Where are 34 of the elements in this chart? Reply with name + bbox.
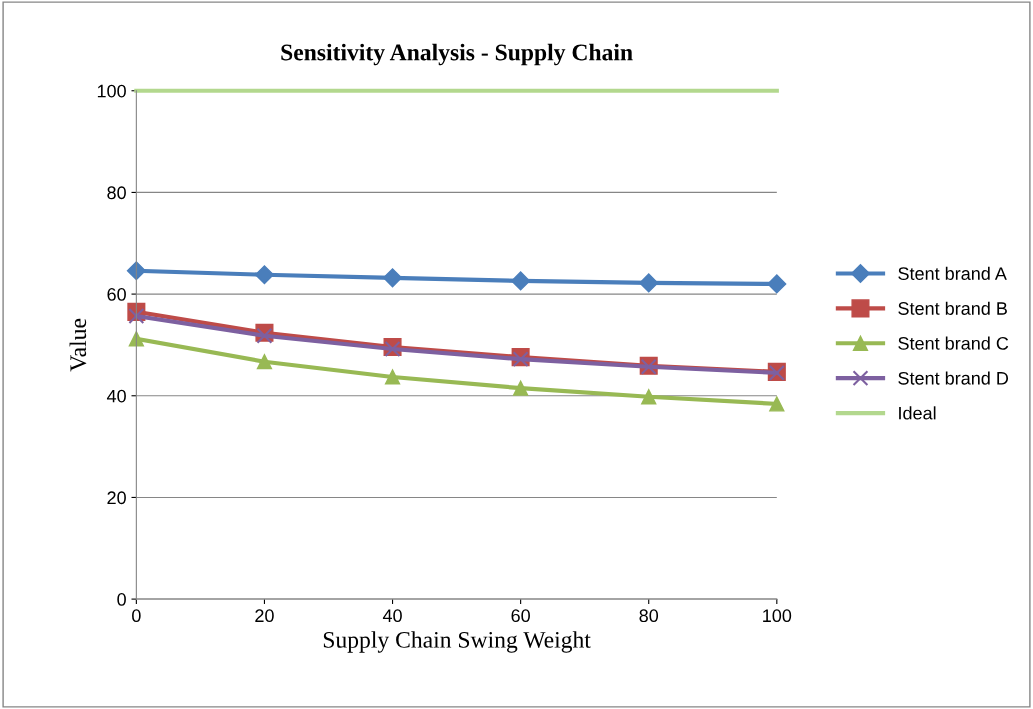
y-tick-label: 40 xyxy=(106,389,126,403)
point xyxy=(256,354,273,370)
legend-label: Stent brand D xyxy=(898,371,1009,385)
point xyxy=(128,307,145,324)
x-tick-label: 100 xyxy=(763,609,792,623)
y-tick-label: 60 xyxy=(107,288,126,301)
point xyxy=(641,389,657,405)
x-tick-label: 20 xyxy=(255,609,274,623)
y-tick-label: 20 xyxy=(107,491,126,505)
y-axis-title: Value xyxy=(69,318,87,372)
y-tick-label: 80 xyxy=(107,186,126,200)
point xyxy=(384,369,401,385)
x-tick-label: 0 xyxy=(132,609,141,623)
point xyxy=(511,271,531,291)
point xyxy=(254,265,274,285)
point xyxy=(384,341,401,357)
x-axis-title: Supply Chain Swing Weight xyxy=(323,631,591,653)
x-tick-label: 40 xyxy=(382,609,402,623)
point xyxy=(383,268,403,288)
point xyxy=(769,396,785,412)
legend-label: Stent brand C xyxy=(898,336,1009,350)
x-tick-label: 80 xyxy=(639,609,659,623)
point xyxy=(256,327,273,344)
legend-label: Ideal xyxy=(899,406,936,420)
y-tick-label: 0 xyxy=(117,593,126,606)
legend-label: Stent brand A xyxy=(898,266,1007,280)
legend-label: Stent brand B xyxy=(898,301,1007,315)
y-tick-label: 100 xyxy=(97,84,126,98)
point xyxy=(639,273,659,293)
x-tick-label: 60 xyxy=(511,609,530,623)
point xyxy=(126,261,146,281)
point xyxy=(767,274,787,294)
chart-title: Sensitivity Analysis - Supply Chain xyxy=(281,43,633,66)
point xyxy=(512,380,529,396)
